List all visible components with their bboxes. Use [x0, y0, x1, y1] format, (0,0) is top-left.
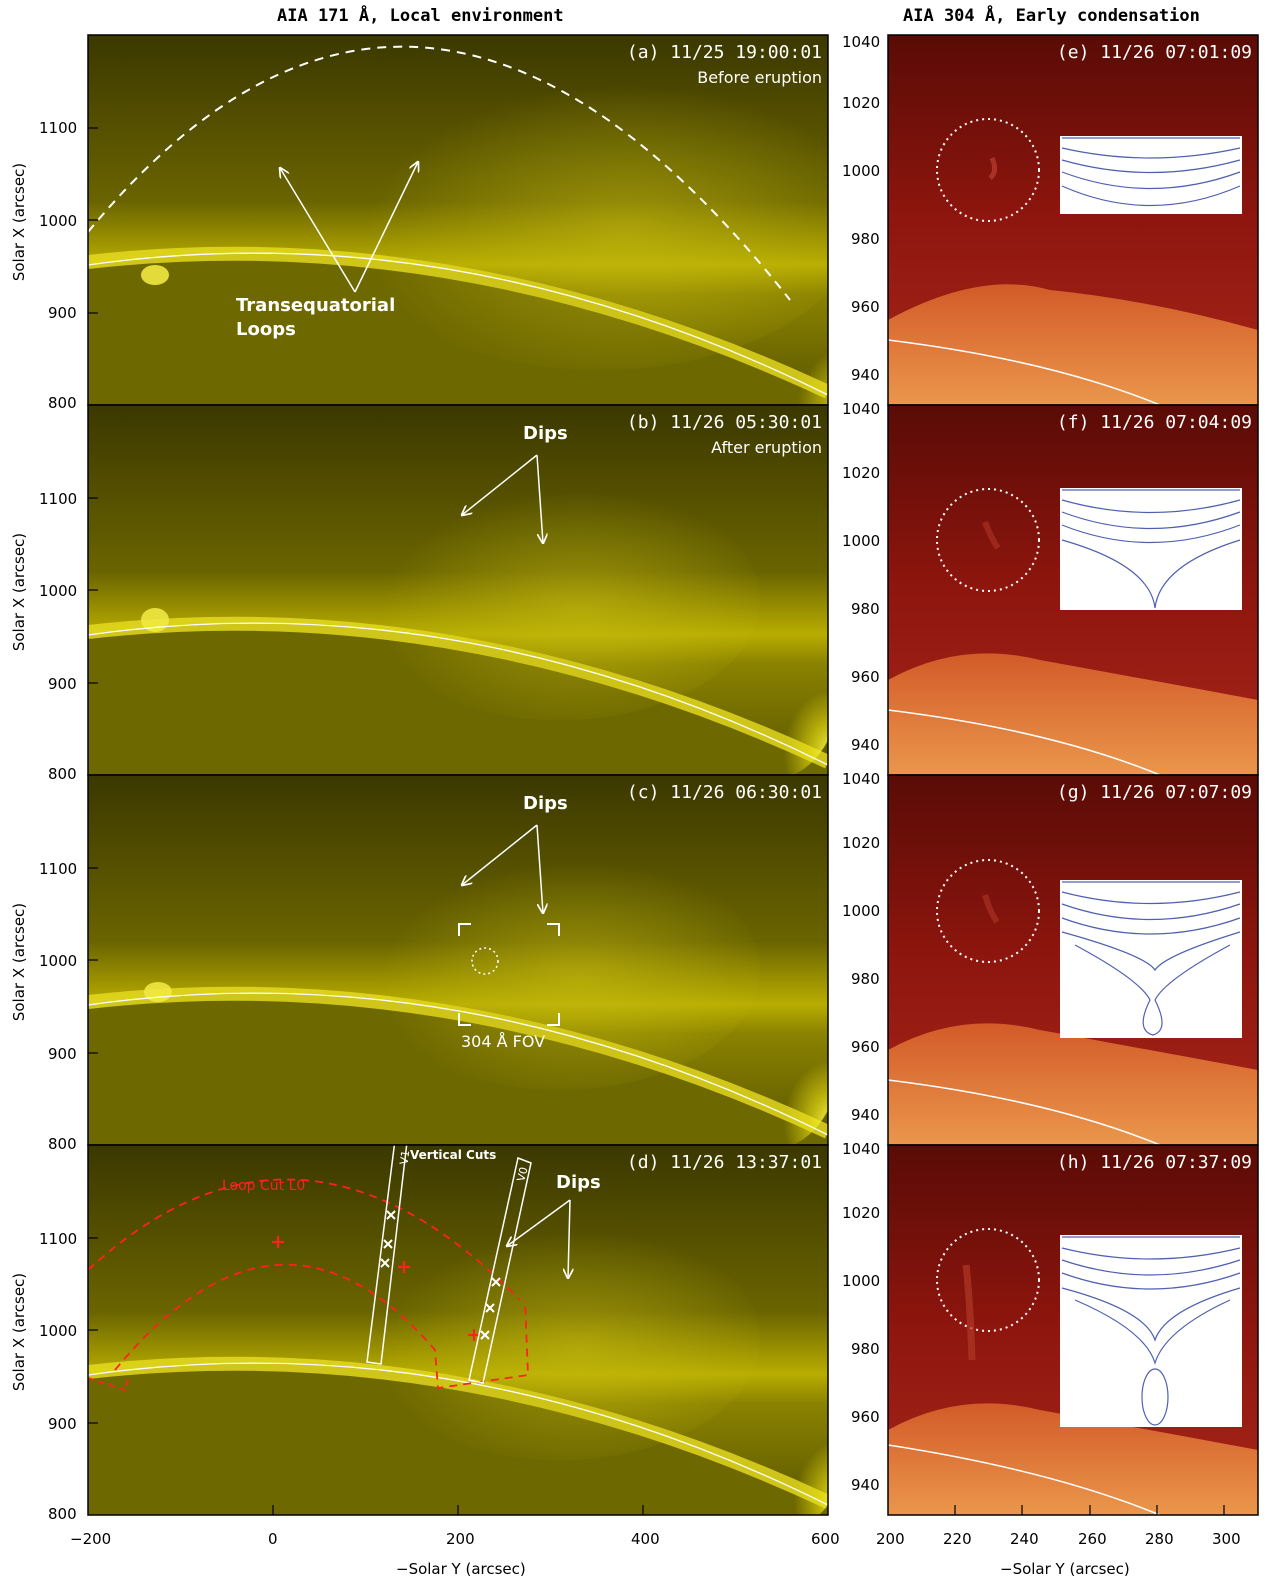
ytick: 800 [48, 1505, 77, 1523]
ytick-right: 980 [851, 970, 880, 988]
ytick-right: 1040 [842, 770, 881, 788]
xtick: 400 [631, 1530, 660, 1548]
ytick-right: 1040 [842, 400, 881, 418]
ytick: 1000 [39, 212, 78, 230]
xtick-right: 300 [1212, 1530, 1241, 1548]
panel-b [88, 405, 828, 775]
ytick-right: 940 [851, 366, 880, 384]
ytick: 1000 [39, 952, 78, 970]
ytick: 900 [48, 675, 77, 693]
ytick: 800 [48, 1135, 77, 1153]
ytick-right: 960 [851, 1038, 880, 1056]
ytick-right: 1040 [842, 33, 881, 51]
loops-label: Loops [236, 319, 296, 340]
ytick-right: 980 [851, 1340, 880, 1358]
inset-h [1060, 1235, 1242, 1427]
ytick: 1100 [39, 860, 78, 878]
vertical-cuts-label: Vertical Cuts [410, 1148, 496, 1162]
ytick-right: 940 [851, 1106, 880, 1124]
xtick-right: 220 [943, 1530, 972, 1548]
xtick: −200 [70, 1530, 112, 1548]
y-axis-label-b: Solar X (arcsec) [10, 532, 29, 652]
panel-e-stamp: (e) 11/26 07:01:09 [1057, 42, 1252, 63]
transequatorial-label: Transequatorial [236, 295, 395, 316]
panel-d-stamp: (d) 11/26 13:37:01 [627, 1152, 822, 1173]
ytick-right: 980 [851, 230, 880, 248]
dips-label-d: Dips [556, 1172, 601, 1193]
ytick: 1100 [39, 490, 78, 508]
dips-label-b: Dips [523, 423, 568, 444]
ytick: 800 [48, 394, 77, 412]
ytick-right: 1000 [842, 532, 881, 550]
ytick: 1100 [39, 1230, 78, 1248]
xtick-right: 200 [876, 1530, 905, 1548]
xtick-right: 260 [1078, 1530, 1107, 1548]
loop-cut-label: Loop Cut L0 [222, 1178, 305, 1194]
ytick-right: 940 [851, 736, 880, 754]
panel-d [88, 1145, 828, 1515]
panel-a-stamp: (a) 11/25 19:00:01 [627, 42, 822, 63]
panel-h-stamp: (h) 11/26 07:37:09 [1057, 1152, 1252, 1173]
ytick-right: 1020 [842, 94, 881, 112]
ytick: 900 [48, 1415, 77, 1433]
ytick-right: 1000 [842, 902, 881, 920]
y-axis-label-a: Solar X (arcsec) [10, 162, 29, 282]
ytick-right: 1000 [842, 162, 881, 180]
xtick-right: 240 [1010, 1530, 1039, 1548]
panel-e [888, 35, 1258, 405]
y-axis-label-c: Solar X (arcsec) [10, 902, 29, 1022]
ytick: 900 [48, 304, 77, 322]
ytick: 1000 [39, 1322, 78, 1340]
inset-e [1060, 136, 1242, 214]
panel-c [88, 775, 828, 1145]
panel-b-sub: After eruption [711, 438, 822, 457]
ytick-right: 1020 [842, 1204, 881, 1222]
ytick: 1000 [39, 582, 78, 600]
ytick-right: 1020 [842, 834, 881, 852]
panel-g-stamp: (g) 11/26 07:07:09 [1057, 782, 1252, 803]
ytick-right: 980 [851, 600, 880, 618]
panel-a-sub: Before eruption [697, 68, 822, 87]
ytick: 800 [48, 765, 77, 783]
inset-f [1060, 488, 1242, 610]
xtick-right: 280 [1145, 1530, 1174, 1548]
fov-label: 304 Å FOV [461, 1032, 545, 1051]
ytick: 1100 [39, 119, 78, 137]
panel-b-stamp: (b) 11/26 05:30:01 [627, 412, 822, 433]
inset-g [1060, 880, 1242, 1038]
ytick-right: 960 [851, 1408, 880, 1426]
panel-a [88, 35, 828, 405]
ytick-right: 1040 [842, 1140, 881, 1158]
ytick-right: 960 [851, 298, 880, 316]
ytick-right: 1000 [842, 1272, 881, 1290]
ytick-right: 960 [851, 668, 880, 686]
x-axis-label-left: −Solar Y (arcsec) [396, 1560, 526, 1578]
x-axis-label-right: −Solar Y (arcsec) [1000, 1560, 1130, 1578]
y-axis-label-d: Solar X (arcsec) [10, 1272, 29, 1392]
v0-label: V0 [514, 1166, 530, 1183]
xtick: 200 [446, 1530, 475, 1548]
dips-label-c: Dips [523, 793, 568, 814]
ytick-right: 1020 [842, 464, 881, 482]
xtick: 600 [811, 1530, 840, 1548]
xtick: 0 [268, 1530, 278, 1548]
ytick: 900 [48, 1045, 77, 1063]
left-column-title: AIA 171 Å, Local environment [277, 6, 564, 26]
v1-label: V1 [397, 1149, 412, 1165]
panel-f-stamp: (f) 11/26 07:04:09 [1057, 412, 1252, 433]
right-column-title: AIA 304 Å, Early condensation [903, 6, 1200, 26]
panel-c-stamp: (c) 11/26 06:30:01 [627, 782, 822, 803]
ytick-right: 940 [851, 1476, 880, 1494]
